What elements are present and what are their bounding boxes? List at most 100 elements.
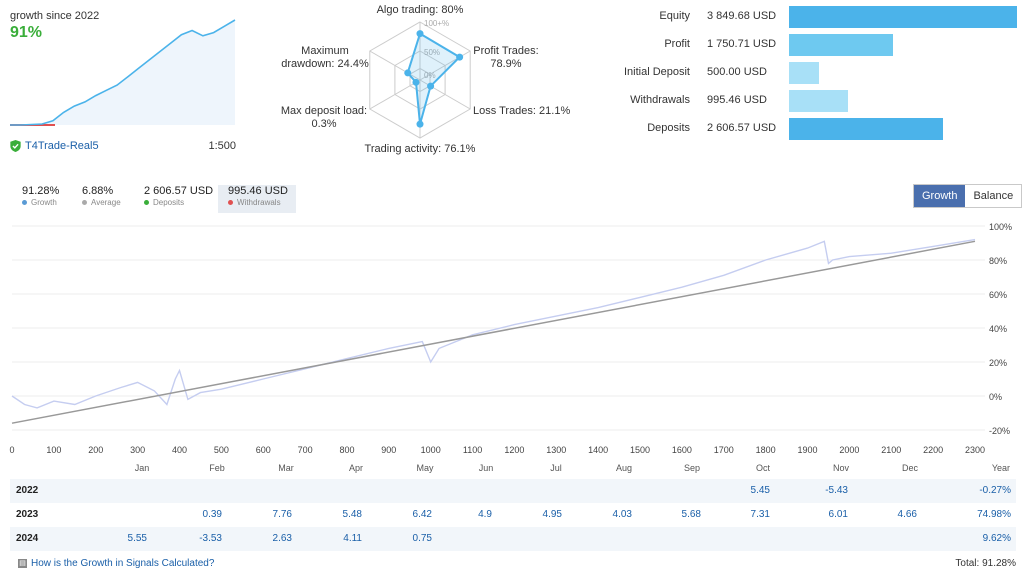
- x-tick-label: 1300: [546, 445, 566, 455]
- month-cell: -3.53: [199, 533, 222, 544]
- account-row: T4Trade-Real5 1:500: [10, 139, 236, 153]
- footer: ▤ How is the Growth in Signals Calculate…: [0, 556, 1024, 572]
- radar-chart: 100+% 50% 0%: [369, 19, 471, 139]
- year-total: 74.98%: [977, 509, 1011, 520]
- mini-chart-area: [10, 20, 235, 125]
- equity-label: Initial Deposit: [623, 66, 690, 78]
- x-tick-label: 0: [9, 445, 14, 455]
- month-cell: 4.9: [478, 509, 492, 520]
- equity-value: 995.46 USD: [707, 94, 767, 106]
- leverage-value: 1:500: [208, 140, 236, 152]
- month-header: Year: [991, 463, 1010, 473]
- x-tick-label: 1200: [504, 445, 524, 455]
- equity-bar: [789, 34, 893, 56]
- month-header: May: [416, 463, 434, 473]
- equity-value: 500.00 USD: [707, 66, 767, 78]
- x-tick-label: 1600: [672, 445, 692, 455]
- equity-label: Withdrawals: [630, 94, 690, 106]
- x-tick-label: 600: [256, 445, 271, 455]
- row-year: 2022: [16, 485, 39, 496]
- radar-label-algo: Algo trading: 80%: [376, 4, 464, 16]
- radar-axis: [369, 50, 421, 81]
- x-tick-label: 100: [46, 445, 61, 455]
- trend-line: [11, 240, 976, 424]
- month-header: Nov: [832, 463, 849, 473]
- x-tick-label: 700: [298, 445, 313, 455]
- month-header: Aug: [615, 463, 632, 473]
- mini-chart-line: [10, 19, 236, 126]
- month-header: Feb: [209, 463, 225, 473]
- radar-label-activity: Trading activity: 76.1%: [364, 143, 476, 155]
- month-cell: 6.01: [828, 509, 848, 520]
- total-growth: Total: 91.28%: [955, 558, 1016, 569]
- y-tick-label: -20%: [989, 426, 1010, 436]
- equity-summary: Equity 3 849.68 USD Profit 1 750.71 USD Init…: [580, 6, 1020, 146]
- mini-growth-chart: [10, 19, 236, 126]
- radar-value-polygon: [406, 32, 462, 125]
- radar-point-activity: [416, 120, 424, 128]
- radar-tick-label: 0%: [424, 71, 436, 80]
- radar-point-drawdown: [404, 69, 412, 77]
- month-cell: 5.45: [750, 485, 770, 496]
- equity-bar: [789, 90, 848, 112]
- month-header: Mar: [278, 463, 294, 473]
- stat-deposits: 2 606.57 USD Deposits: [144, 185, 214, 207]
- year-total: -0.27%: [979, 485, 1011, 496]
- month-cell: 5.48: [342, 509, 362, 520]
- x-tick-label: 1100: [463, 445, 482, 455]
- y-tick-label: 80%: [989, 256, 1007, 266]
- x-tick-label: 800: [339, 445, 354, 455]
- radar-point-deposit_load: [412, 78, 420, 86]
- equity-value: 2 606.57 USD: [707, 122, 777, 134]
- radar-tick-label: 100+%: [424, 19, 449, 28]
- month-cell: 4.95: [542, 509, 562, 520]
- row-year: 2024: [16, 533, 39, 544]
- book-icon: ▤: [18, 559, 27, 568]
- x-tick-label: 200: [88, 445, 103, 455]
- equity-value: 1 750.71 USD: [707, 38, 777, 50]
- radar-tick-label: 50%: [424, 48, 440, 57]
- month-header: Apr: [348, 463, 363, 473]
- row-year: 2023: [16, 509, 39, 520]
- equity-bar: [789, 62, 819, 84]
- month-cell: 2.63: [272, 533, 292, 544]
- growth-caption: growth since 2022: [10, 10, 100, 22]
- month-header: Jun: [478, 463, 494, 473]
- y-tick-label: 60%: [989, 290, 1007, 300]
- x-tick-label: 400: [172, 445, 187, 455]
- stat-withdrawals[interactable]: 995.46 USD Withdrawals: [218, 185, 296, 213]
- month-cell: 7.31: [750, 509, 770, 520]
- month-cell: 5.55: [127, 533, 147, 544]
- month-cell: 4.66: [897, 509, 917, 520]
- x-tick-label: 1900: [798, 445, 818, 455]
- account-name-link[interactable]: T4Trade-Real5: [25, 140, 99, 152]
- help-link-text: How is the Growth in Signals Calculated?: [31, 558, 215, 569]
- year-total: 9.62%: [982, 533, 1011, 544]
- x-tick-label: 1400: [588, 445, 608, 455]
- x-tick-label: 1000: [421, 445, 441, 455]
- stat-growth: 91.28% Growth: [22, 185, 60, 207]
- toggle-growth-button[interactable]: Growth: [914, 185, 966, 207]
- month-cell: 7.76: [272, 509, 292, 520]
- chart-mode-toggle: Growth Balance: [913, 184, 1023, 208]
- month-cell: 0.75: [412, 533, 432, 544]
- month-cell: 4.11: [343, 533, 362, 544]
- radar-point-profit: [456, 53, 464, 61]
- radar-point-algo: [416, 30, 424, 38]
- month-cell: 4.03: [612, 509, 632, 520]
- radar-label-profit: Profit Trades: 78.9%: [473, 45, 539, 70]
- month-header: Oct: [755, 463, 770, 473]
- x-tick-label: 900: [381, 445, 396, 455]
- month-cell: 0.39: [202, 509, 222, 520]
- equity-value: 3 849.68 USD: [707, 10, 777, 22]
- help-link[interactable]: ▤ How is the Growth in Signals Calculate…: [18, 558, 214, 569]
- equity-label: Deposits: [647, 122, 690, 134]
- x-tick-label: 2100: [881, 445, 901, 455]
- radar-axis: [369, 79, 421, 110]
- table-row: 2023 0.39 7.76 5.48 6.42 4.9 4.95 4.03 5.68 7.31 6…: [10, 503, 1016, 527]
- growth-series-line: [11, 238, 976, 409]
- month-header: Jul: [550, 463, 562, 473]
- toggle-balance-button[interactable]: Balance: [965, 185, 1022, 207]
- growth-card: growth since 2022 91% T4Trade-Real5 1:50…: [0, 0, 240, 170]
- table-row: 2024 5.55 -3.53 2.63 4.11 0.75 9.62%: [10, 527, 1016, 551]
